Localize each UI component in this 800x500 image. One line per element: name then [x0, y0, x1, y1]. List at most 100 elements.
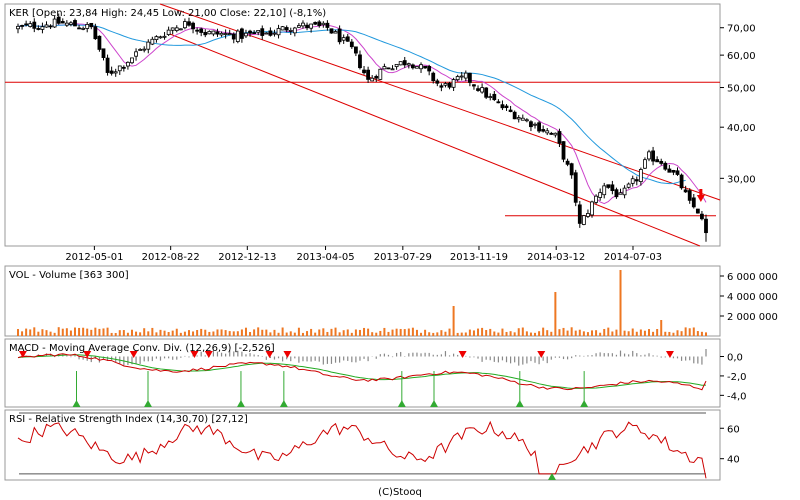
volume-bar — [297, 327, 300, 336]
candle-body — [370, 77, 375, 82]
candle — [704, 214, 708, 242]
candle-body — [402, 60, 407, 66]
rsi-y-axis: 60 40 — [720, 424, 740, 466]
candle — [292, 26, 297, 37]
volume-bar — [428, 332, 431, 336]
candle-body — [586, 213, 590, 217]
candle-body — [386, 67, 391, 70]
price-y-tick-label: 30,00 — [727, 174, 756, 185]
candle — [638, 167, 643, 186]
candle — [227, 29, 232, 36]
candle — [195, 27, 200, 35]
volume-bar — [456, 332, 459, 336]
volume-bar — [273, 329, 276, 336]
candle-body — [329, 28, 334, 34]
rsi-buy-marker — [547, 473, 556, 480]
candle — [655, 156, 660, 163]
candle-body — [178, 28, 183, 31]
candle — [272, 29, 277, 37]
candle — [170, 27, 175, 35]
candle-body — [52, 18, 57, 28]
candle — [533, 122, 537, 129]
volume-bar — [603, 328, 606, 336]
volume-bar — [236, 331, 239, 336]
candle — [394, 63, 399, 70]
volume-bar — [21, 331, 24, 336]
volume-bar — [534, 332, 537, 336]
candle-body — [292, 27, 297, 34]
volume-bar — [395, 328, 398, 336]
candle-body — [687, 190, 692, 201]
candle — [203, 29, 208, 38]
volume-bar — [586, 332, 589, 336]
channel-upper-line — [159, 3, 721, 201]
candle — [305, 22, 309, 31]
candle — [500, 100, 505, 111]
volume-bar — [660, 320, 663, 336]
candle — [541, 125, 546, 133]
candle-body — [333, 31, 338, 34]
candle — [121, 65, 126, 72]
candle — [382, 63, 387, 70]
candle-body — [472, 84, 476, 87]
price-y-tick-label: 70,00 — [727, 24, 756, 35]
candle — [557, 128, 562, 148]
candle — [187, 17, 191, 27]
candle-body — [244, 32, 248, 37]
candle-body — [305, 24, 309, 29]
volume-bar — [269, 332, 272, 336]
volume-bar — [61, 328, 64, 336]
candle — [626, 182, 631, 189]
candle — [581, 214, 586, 226]
candle — [341, 34, 346, 44]
candle — [594, 194, 598, 205]
candle-body — [382, 66, 387, 70]
macd-sell-marker — [18, 351, 27, 358]
volume-bar — [472, 330, 475, 336]
price-x-tick-label: 2014-07-03 — [604, 252, 662, 263]
candle-body — [557, 131, 562, 144]
candle-body — [655, 159, 660, 163]
volume-bar — [464, 332, 467, 336]
macd-signal-line — [17, 354, 707, 389]
candle-body — [423, 65, 428, 69]
volume-bar — [615, 329, 618, 336]
candle-body — [647, 151, 651, 160]
candle-body — [288, 29, 293, 32]
candle — [577, 200, 582, 228]
candle — [69, 21, 73, 27]
candle-body — [223, 33, 228, 35]
candle-body — [545, 130, 550, 134]
candle — [406, 62, 411, 69]
candle-body — [16, 25, 20, 30]
candle — [36, 25, 41, 31]
volume-bar — [411, 327, 414, 336]
candle-body — [492, 93, 497, 101]
candle-body — [264, 32, 269, 35]
volume-bar — [175, 328, 178, 336]
price-x-tick-label: 2013-04-05 — [296, 252, 354, 263]
candle — [268, 27, 273, 37]
candle — [345, 33, 350, 42]
candle — [89, 22, 94, 30]
candle-body — [524, 119, 529, 122]
volume-bar — [314, 332, 317, 336]
volume-bar — [301, 332, 304, 336]
candle — [329, 28, 334, 34]
volume-bar — [208, 331, 211, 336]
candle — [81, 26, 86, 31]
candle — [358, 50, 362, 70]
candle-body — [56, 16, 61, 24]
candle-body — [643, 159, 647, 169]
macd-buy-marker — [580, 400, 589, 407]
volume-bar — [566, 330, 569, 336]
candle — [24, 20, 29, 27]
sell-signal-arrow — [696, 189, 705, 203]
volume-bar — [354, 329, 357, 336]
candle-body — [618, 192, 623, 195]
volume-bar — [668, 331, 671, 336]
candle — [174, 25, 179, 33]
volume-bar — [33, 327, 36, 336]
candle — [44, 21, 49, 28]
candle-body — [598, 192, 603, 198]
